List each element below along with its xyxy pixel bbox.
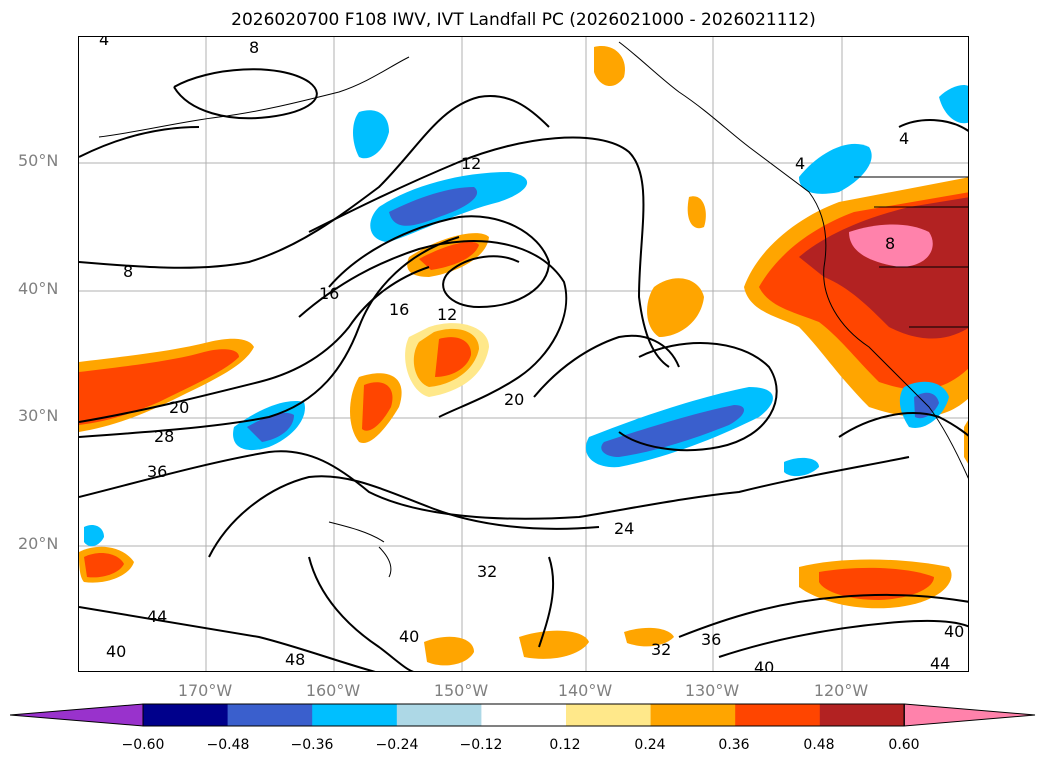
colorbar-tick-label: −0.36 xyxy=(290,737,334,753)
colorbar-swatch xyxy=(227,704,313,726)
colorbar-swatch xyxy=(312,704,398,726)
contour-label: 44 xyxy=(930,654,950,672)
contour-label: 32 xyxy=(651,640,671,659)
contour-label: 36 xyxy=(147,462,167,481)
longitude-label-130w: 130°W xyxy=(684,681,740,700)
colorbar-tick-label: −0.24 xyxy=(375,737,419,753)
colorbar-tick-label: 0.36 xyxy=(718,737,750,753)
colorbar-swatch xyxy=(819,704,905,726)
longitude-label-120w: 120°W xyxy=(813,681,869,700)
colorbar-swatch xyxy=(143,704,229,726)
shaded-anomalies xyxy=(79,46,968,666)
colorbar-swatches xyxy=(10,703,1036,727)
contour-label: 12 xyxy=(437,305,457,324)
contour-label: 4 xyxy=(795,154,805,173)
longitude-label-160w: 160°W xyxy=(305,681,361,700)
coastlines xyxy=(98,41,968,578)
colorbar-swatch xyxy=(566,704,652,726)
latitude-label-40n: 40°N xyxy=(18,279,59,298)
contour-label: 32 xyxy=(477,562,497,581)
contour-label: 12 xyxy=(461,154,481,173)
contour-label: 40 xyxy=(399,627,419,646)
longitude-label-170w: 170°W xyxy=(177,681,233,700)
contour-label: 44 xyxy=(147,607,167,626)
contour-label: 4 xyxy=(899,129,909,148)
colorbar-swatch xyxy=(396,704,482,726)
contour-label: 20 xyxy=(169,398,189,417)
contour-label: 40 xyxy=(106,642,126,661)
colorbar-tick-label: −0.48 xyxy=(206,737,250,753)
contour-label: 36 xyxy=(701,630,721,649)
contour-label: 16 xyxy=(389,300,409,319)
contour-label: 28 xyxy=(154,427,174,446)
colorbar-tick-label: −0.60 xyxy=(121,737,165,753)
longitude-label-150w: 150°W xyxy=(433,681,489,700)
latitude-label-30n: 30°N xyxy=(18,406,59,425)
contour-lines xyxy=(79,68,968,671)
contour-label: 16 xyxy=(319,284,339,303)
contour-label: 8 xyxy=(885,234,895,253)
colorbar-swatch xyxy=(481,704,567,726)
colorbar-tick-label: −0.12 xyxy=(459,737,503,753)
latitude-label-50n: 50°N xyxy=(18,151,59,170)
colorbar-tick-label: 0.12 xyxy=(549,737,581,753)
contour-label-layer: 8 8 12 12 16 16 20 20 24 28 32 32 36 36 … xyxy=(99,37,964,672)
contour-label: 24 xyxy=(614,519,634,538)
map-canvas: 8 8 12 12 16 16 20 20 24 28 32 32 36 36 … xyxy=(79,37,968,672)
contour-label: 4 xyxy=(99,37,109,49)
colorbar-tick-label: 0.24 xyxy=(634,737,666,753)
colorbar-tick-label: 0.60 xyxy=(888,737,920,753)
contour-label: 48 xyxy=(285,650,305,669)
colorbar xyxy=(10,703,1036,727)
colorbar-extend-high xyxy=(903,703,1036,727)
colorbar-swatch xyxy=(735,704,821,726)
colorbar-extend-low xyxy=(10,703,144,727)
longitude-label-140w: 140°W xyxy=(557,681,613,700)
colorbar-tick-label: 0.48 xyxy=(803,737,835,753)
contour-label: 8 xyxy=(249,38,259,57)
latitude-label-20n: 20°N xyxy=(18,534,59,553)
map-title: 2026020700 F108 IWV, IVT Landfall PC (20… xyxy=(231,10,816,30)
colorbar-swatch xyxy=(650,704,736,726)
contour-label: 40 xyxy=(754,658,774,672)
contour-label: 8 xyxy=(123,262,133,281)
contour-label: 40 xyxy=(944,622,964,641)
map-panel: 8 8 12 12 16 16 20 20 24 28 32 32 36 36 … xyxy=(78,36,969,672)
contour-label: 20 xyxy=(504,390,524,409)
